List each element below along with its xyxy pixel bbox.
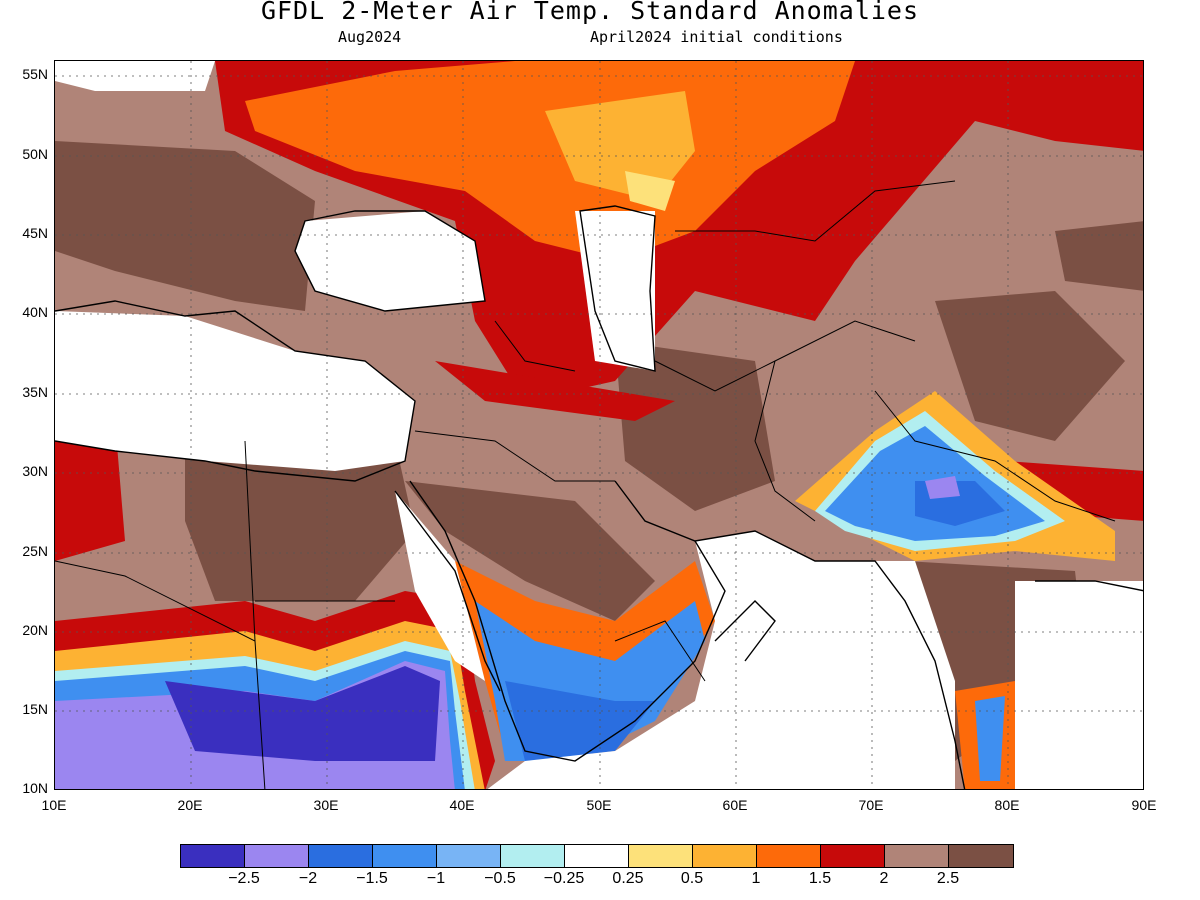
colorbar-swatch-6 (565, 845, 629, 867)
colorbar-swatch-3 (373, 845, 437, 867)
dark-brown-iran (615, 341, 775, 511)
lon-label-50e: 50E (586, 797, 612, 813)
colorbar-label-9: 1.5 (808, 870, 832, 887)
colorbar-label-6: 0.25 (612, 870, 644, 887)
lon-label-90e: 90E (1131, 797, 1157, 813)
lat-label-10n: 10N (22, 780, 48, 796)
colorbar-label-0: −2.5 (228, 870, 260, 887)
mediterranean-mask (55, 311, 415, 471)
colorbar-swatch-2 (309, 845, 373, 867)
borders (55, 180, 1116, 789)
colorbar-label-4: −0.5 (484, 870, 516, 887)
map-title: GFDL 2-Meter Air Temp. Standard Anomalie… (260, 0, 920, 25)
colorbar-label-10: 2 (879, 870, 889, 887)
map-panel[interactable] (54, 60, 1144, 790)
grid-lines (55, 61, 1143, 789)
red-anomaly-libya (55, 421, 125, 561)
sahel-deep-blue (165, 666, 440, 761)
bay-of-bengal-mask (1015, 581, 1143, 789)
dark-brown-europe (55, 141, 315, 311)
light-orange-anomaly (545, 91, 695, 201)
south-india-blue (975, 696, 1005, 781)
dark-brown-sahara (185, 441, 415, 601)
coastlines (55, 205, 1143, 789)
red-sea-mask (395, 491, 485, 681)
colorbar-label-2: −1.5 (356, 870, 388, 887)
colorbar-swatch-5 (501, 845, 565, 867)
lon-label-60e: 60E (722, 797, 748, 813)
lat-label-40n: 40N (22, 304, 48, 320)
colorbar (180, 844, 1014, 868)
dark-brown-east (1055, 221, 1143, 291)
caspian-mask (575, 211, 655, 371)
anomaly-map (55, 61, 1143, 789)
lat-label-55n: 55N (22, 66, 48, 82)
lat-label-45n: 45N (22, 225, 48, 241)
colorbar-swatch-0 (181, 845, 245, 867)
pakistan-violet (925, 476, 960, 499)
colorbar-swatch-1 (245, 845, 309, 867)
lon-label-30e: 30E (313, 797, 339, 813)
colorbar-swatch-4 (437, 845, 501, 867)
lat-label-35n: 35N (22, 384, 48, 400)
lat-label-20n: 20N (22, 622, 48, 638)
colorbar-swatch-11 (885, 845, 949, 867)
black-sea-mask (295, 211, 485, 311)
lat-label-30n: 30N (22, 463, 48, 479)
lon-label-40e: 40E (449, 797, 475, 813)
colorbar-label-5: −0.25 (543, 870, 585, 887)
lon-label-70e: 70E (858, 797, 884, 813)
map-subtitle-month: Aug2024 (338, 28, 402, 46)
red-anomaly-caucasus (435, 361, 675, 421)
lat-label-50n: 50N (22, 146, 48, 162)
red-anomaly-ne (1095, 61, 1143, 131)
colorbar-label-8: 1 (751, 870, 761, 887)
lon-label-20e: 20E (177, 797, 203, 813)
baltic-mask (55, 61, 215, 91)
colorbar-label-1: −2 (298, 870, 318, 887)
colorbar-label-3: −1 (426, 870, 446, 887)
map-subtitle-init: April2024 initial conditions (590, 28, 843, 46)
lon-label-10e: 10E (41, 797, 67, 813)
yellow-anomaly (625, 171, 675, 211)
lon-label-80e: 80E (994, 797, 1020, 813)
lat-label-25n: 25N (22, 543, 48, 559)
colorbar-swatch-12 (949, 845, 1013, 867)
colorbar-swatch-10 (821, 845, 885, 867)
colorbar-swatch-9 (757, 845, 821, 867)
orange-anomaly-north (245, 61, 855, 261)
dark-brown-himalaya (935, 291, 1125, 441)
colorbar-label-11: 2.5 (936, 870, 960, 887)
colorbar-swatch-8 (693, 845, 757, 867)
dark-brown-arabia (405, 481, 655, 621)
colorbar-label-7: 0.5 (680, 870, 704, 887)
colorbar-swatch-7 (629, 845, 693, 867)
arabian-sea-mask (487, 531, 955, 789)
arabia-deep-blue (505, 681, 655, 761)
lat-label-15n: 15N (22, 701, 48, 717)
